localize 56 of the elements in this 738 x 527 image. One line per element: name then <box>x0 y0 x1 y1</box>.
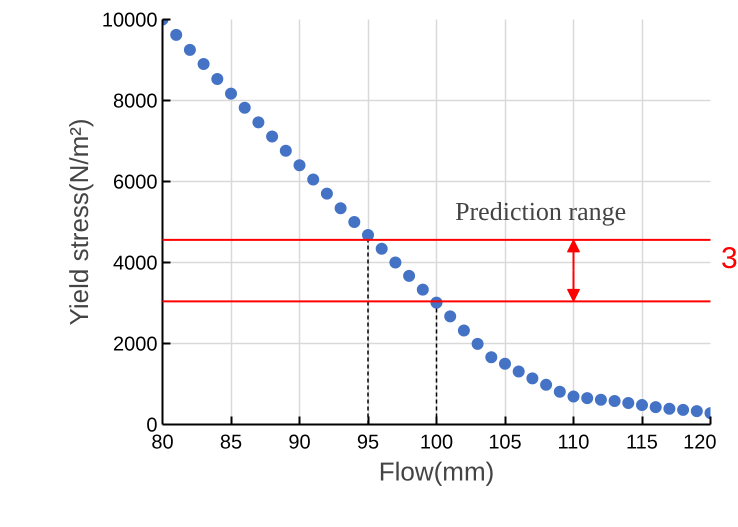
point <box>554 386 566 398</box>
point <box>225 88 237 100</box>
x-tick-label: 85 <box>220 432 242 454</box>
point <box>458 324 470 337</box>
point <box>294 159 306 172</box>
point <box>663 402 676 415</box>
text: 3 <box>721 241 738 277</box>
x-tick-label: 110 <box>558 432 590 454</box>
y-tick-label: 2000 <box>113 334 158 356</box>
point <box>499 358 511 370</box>
point <box>389 256 402 268</box>
point <box>238 102 251 114</box>
x-tick-label: 100 <box>420 432 454 454</box>
point <box>416 284 429 296</box>
ref-line-label: Prediction range <box>455 196 626 226</box>
point <box>690 405 703 418</box>
point <box>403 270 416 282</box>
point <box>362 228 374 241</box>
point <box>581 392 594 404</box>
point <box>444 310 456 322</box>
x-tick-label: 90 <box>288 432 311 454</box>
x-tick-label: 80 <box>151 432 174 454</box>
point <box>526 372 538 384</box>
x-tick-label: 105 <box>488 432 522 454</box>
point <box>622 397 634 410</box>
point <box>636 399 648 412</box>
x-tick-label: 120 <box>683 432 717 454</box>
point <box>266 130 278 143</box>
point <box>348 216 360 228</box>
y-axis-title: Yield stress(N/m²) <box>64 118 94 326</box>
point <box>252 116 264 128</box>
point <box>320 188 333 200</box>
y-tick-label: 4000 <box>113 252 158 274</box>
point <box>198 58 210 70</box>
y-tick-label: 6000 <box>113 172 158 194</box>
point <box>376 242 388 255</box>
point <box>307 173 320 186</box>
y-tick-label: 8000 <box>113 90 158 112</box>
y-tick-label: 10000 <box>102 10 158 32</box>
point <box>608 395 621 407</box>
x-tick-label: 95 <box>356 432 380 454</box>
x-tick-label: 115 <box>626 432 658 454</box>
point <box>677 404 690 416</box>
point <box>472 338 484 350</box>
point <box>568 390 580 403</box>
point <box>540 378 552 391</box>
point <box>594 394 607 406</box>
point <box>334 202 347 214</box>
point <box>485 351 498 364</box>
x-axis-title: Flow(mm) <box>378 456 494 486</box>
point <box>170 28 182 41</box>
point <box>650 401 662 414</box>
point <box>512 365 525 378</box>
point <box>280 144 292 157</box>
point <box>211 73 224 86</box>
point <box>184 44 196 56</box>
